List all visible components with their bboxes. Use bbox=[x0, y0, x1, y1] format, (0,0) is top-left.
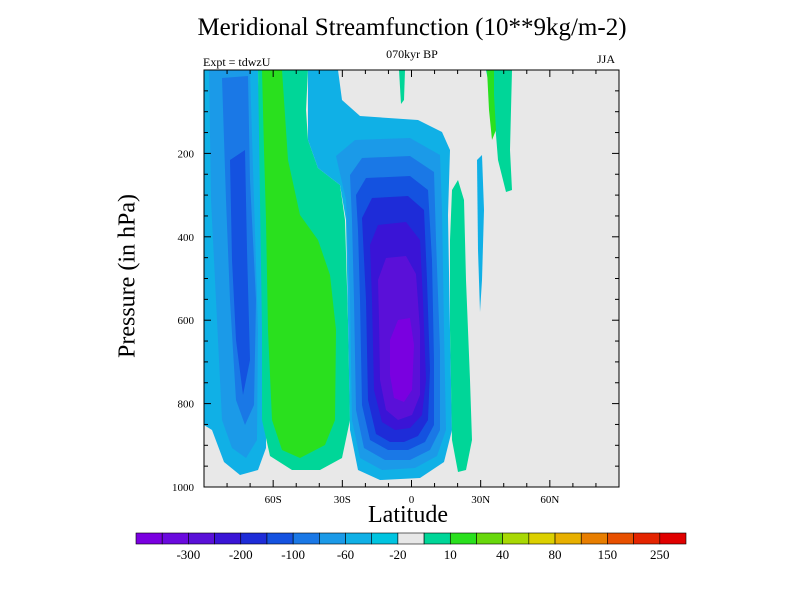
contour-fields bbox=[204, 70, 512, 480]
colorbar-box bbox=[188, 532, 215, 545]
chart-title: Meridional Streamfunction (10**9kg/m-2) bbox=[197, 14, 627, 41]
colorbar-label: -200 bbox=[229, 547, 253, 562]
x-tick-label: 60S bbox=[265, 494, 282, 506]
colorbar: -300 -200 -100 -60 -20 10 40 80 150 250 bbox=[135, 532, 687, 562]
contour-sh-negative-100 bbox=[230, 150, 250, 395]
contour-upper-positive bbox=[399, 70, 405, 104]
colorbar-box bbox=[633, 532, 661, 545]
contour-sh-positive-40 bbox=[262, 70, 336, 458]
y-tick-label: 600 bbox=[178, 315, 195, 327]
chart-subtitle: 070kyr BP bbox=[386, 47, 438, 61]
colorbar-box bbox=[345, 532, 373, 545]
contour-tropical-300 bbox=[390, 318, 414, 402]
y-tick-label: 800 bbox=[178, 399, 195, 411]
colorbar-box bbox=[397, 532, 425, 545]
colorbar-box bbox=[214, 532, 242, 545]
colorbar-label: 10 bbox=[444, 547, 457, 562]
colorbar-box bbox=[476, 532, 503, 545]
colorbar-box bbox=[161, 532, 189, 545]
colorbar-box bbox=[659, 532, 687, 545]
colorbar-box bbox=[449, 532, 477, 545]
colorbar-box bbox=[423, 532, 451, 545]
experiment-label: Expt = tdwzU bbox=[203, 55, 271, 69]
colorbar-label: 80 bbox=[549, 547, 562, 562]
colorbar-box bbox=[580, 532, 608, 545]
contour-nh-positive-10 bbox=[450, 180, 472, 472]
x-tick-label: 30S bbox=[334, 494, 351, 506]
y-tick-label: 200 bbox=[178, 148, 195, 160]
y-tick-label: 400 bbox=[178, 232, 195, 244]
axis-ticks bbox=[204, 70, 619, 487]
colorbar-box bbox=[502, 532, 530, 545]
x-tick-label: 30N bbox=[471, 494, 490, 506]
tick-labels: 60S 30S 0 30N 60N 200 400 600 800 1000 bbox=[172, 148, 559, 506]
colorbar-box bbox=[554, 532, 582, 545]
x-axis-label: Latitude bbox=[368, 502, 448, 528]
colorbar-label: 250 bbox=[650, 547, 670, 562]
colorbar-box bbox=[266, 532, 294, 545]
colorbar-box bbox=[371, 532, 399, 545]
colorbar-box bbox=[607, 532, 634, 545]
colorbar-label: -300 bbox=[176, 547, 200, 562]
colorbar-label: -100 bbox=[281, 547, 305, 562]
colorbar-box bbox=[135, 532, 163, 545]
x-tick-label: 0 bbox=[409, 494, 415, 506]
colorbar-box bbox=[292, 532, 320, 545]
colorbar-box bbox=[528, 532, 556, 545]
y-tick-label: 1000 bbox=[172, 482, 195, 494]
contour-nh-negative-small bbox=[477, 155, 484, 312]
colorbar-label: 40 bbox=[496, 547, 509, 562]
colorbar-label: -60 bbox=[337, 547, 354, 562]
colorbar-box bbox=[319, 532, 346, 545]
x-tick-label: 60N bbox=[540, 494, 559, 506]
season-label: JJA bbox=[597, 52, 616, 66]
contour-nh-upper-positive-40 bbox=[487, 70, 496, 140]
colorbar-box bbox=[240, 532, 268, 545]
colorbar-label: -20 bbox=[389, 547, 406, 562]
colorbar-label: 150 bbox=[598, 547, 618, 562]
